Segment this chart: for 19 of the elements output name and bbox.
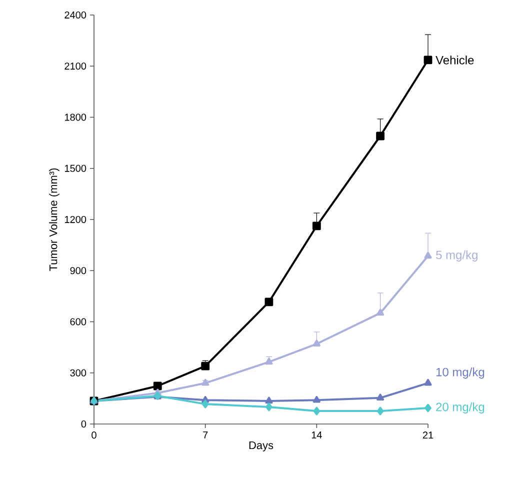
y-tick-label: 2400 [64, 11, 86, 19]
y-tick-label: 2100 [64, 62, 86, 70]
y-tick-label: 600 [70, 318, 86, 326]
y-tick-label: 1200 [64, 216, 86, 224]
y-tick-label: 300 [70, 369, 86, 376]
series-label: 20 mg/kg [436, 402, 484, 414]
x-tick-label: 0 [92, 432, 96, 439]
y-axis-title: Tumor Volume (mm³) [49, 168, 60, 271]
y-tick-label: 1800 [64, 114, 86, 121]
x-tick-label: 21 [422, 432, 434, 439]
series-label: Vehicle [436, 56, 474, 64]
series-label: 5 mg/kg [436, 250, 478, 262]
y-tick-label: 1500 [64, 164, 86, 172]
series-label: 10 mg/kg [436, 368, 484, 379]
x-tick-label: 7 [203, 432, 208, 438]
y-tick-label: 0 [81, 420, 86, 428]
x-axis-title: Days [249, 441, 274, 452]
y-tick-label: 900 [70, 267, 86, 274]
x-tick-label: 14 [312, 432, 322, 438]
